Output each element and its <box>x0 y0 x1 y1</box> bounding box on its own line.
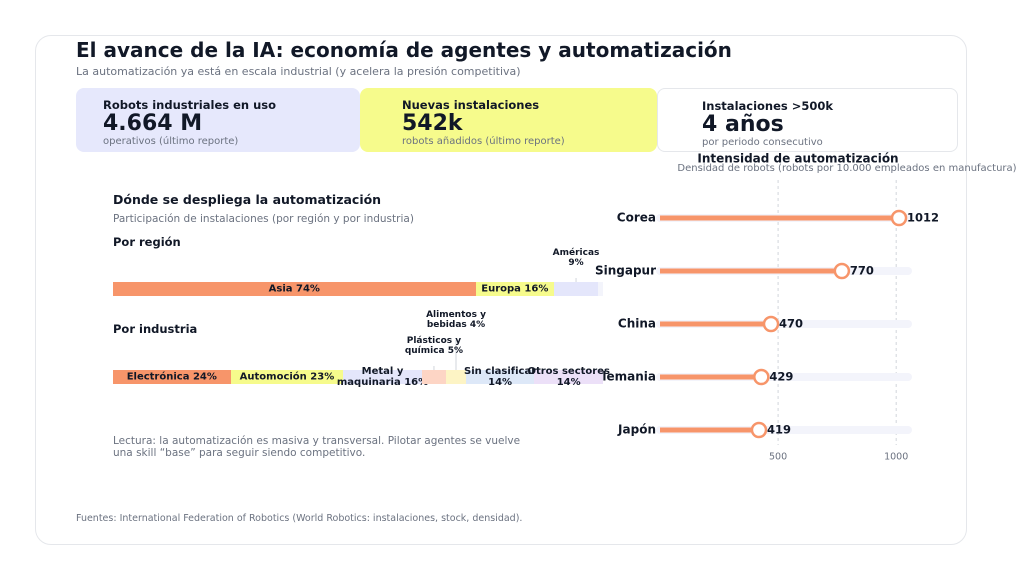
lollipop-dot <box>890 209 908 227</box>
segment-label: Metal y maquinaria 16% <box>336 366 429 388</box>
section-subtitle: Participación de instalaciones (por regi… <box>113 213 414 225</box>
lollipop-dot <box>762 315 780 333</box>
category-label: Corea <box>617 211 656 225</box>
bar-segment <box>534 370 603 384</box>
x-tick-label: 500 <box>769 452 787 463</box>
lollipop-dot <box>753 368 770 386</box>
category-label: Alemania <box>593 370 656 384</box>
segment-label: Plásticos y química 5% <box>404 336 464 356</box>
x-tick-label: 1000 <box>884 452 908 463</box>
segment-label: Europa 16% <box>481 283 549 295</box>
kpi-note: por periodo consecutivo <box>702 137 823 148</box>
kpi-value: 4 años <box>702 112 784 137</box>
lollipop-dot <box>833 262 851 280</box>
value-label: 429 <box>769 370 793 384</box>
category-label: Singapur <box>595 264 656 278</box>
card <box>35 35 967 545</box>
kpi-value: 4.664 M <box>103 111 203 136</box>
bar-segment <box>113 370 231 384</box>
segment-label: Alimentos y bebidas 4% <box>426 310 486 330</box>
title: El avance de la IA: economía de agentes … <box>76 38 732 62</box>
value-label: 1012 <box>907 211 939 225</box>
chart-subtitle: Densidad de robots (robots por 10.000 em… <box>677 163 1016 174</box>
lollipop-dot <box>750 421 768 439</box>
segment-label: Electrónica 24% <box>126 371 217 383</box>
kpi-label: Robots industriales en uso <box>103 98 277 112</box>
section-title: Dónde se despliega la automatización <box>113 192 382 207</box>
kpi-note: operativos (último reporte) <box>103 136 239 147</box>
chart-title: Intensidad de automatización <box>697 152 898 166</box>
kpi-note: robots añadidos (último reporte) <box>402 136 565 147</box>
kpi-card: Instalaciones >500k 4 años por periodo c… <box>657 88 958 152</box>
segment-label: Automoción 23% <box>239 371 335 383</box>
category-label: Japón <box>617 423 656 437</box>
note: Lectura: la automatización es masiva y t… <box>113 435 521 459</box>
category-label: China <box>618 317 656 331</box>
kpi-label: Instalaciones >500k <box>702 99 834 113</box>
chart-title: Por región <box>113 235 181 249</box>
subtitle: La automatización ya está en escala indu… <box>76 65 521 78</box>
segment-label: Asia 74% <box>268 283 320 295</box>
chart-title: Por industria <box>113 322 198 336</box>
bar-segment <box>421 370 447 384</box>
bar-segment <box>554 282 599 296</box>
kpi-card: Nuevas instalaciones 542k robots añadido… <box>360 88 657 152</box>
value-label: 419 <box>767 423 791 437</box>
bar-segment <box>343 370 422 384</box>
bar-segment <box>465 370 535 384</box>
kpi-label: Nuevas instalaciones <box>402 98 540 112</box>
source: Fuentes: International Federation of Rob… <box>76 513 523 524</box>
bar-segment <box>475 282 554 296</box>
segment-label: Américas 9% <box>552 248 600 268</box>
kpi-card: Robots industriales en uso 4.664 M opera… <box>76 88 360 152</box>
bar-segment <box>113 282 476 296</box>
value-label: 470 <box>779 317 803 331</box>
bar-segment <box>230 370 344 384</box>
bar-segment <box>446 370 466 384</box>
kpi-value: 542k <box>402 111 463 136</box>
segment-label: Otros sectores 14% <box>527 366 610 388</box>
value-label: 770 <box>850 264 874 278</box>
segment-label: Sin clasificar 14% <box>464 366 537 388</box>
